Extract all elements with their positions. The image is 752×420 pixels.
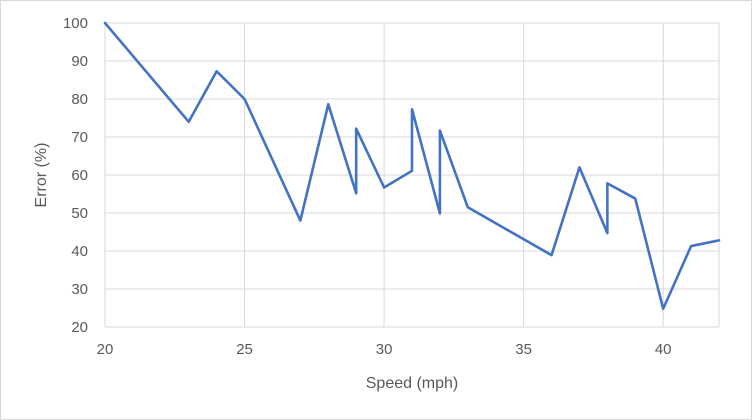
y-tick-label: 100 <box>63 15 88 32</box>
x-tick-labels: 20 25 30 35 40 <box>97 341 672 358</box>
series-line <box>103 21 721 311</box>
y-tick-label: 70 <box>71 129 88 146</box>
y-gridlines <box>105 22 719 328</box>
y-tick-label: 60 <box>71 167 88 184</box>
x-tick-label: 40 <box>655 341 672 358</box>
series-group <box>103 21 721 311</box>
y-tick-label: 50 <box>71 205 88 222</box>
y-tick-label: 40 <box>71 243 88 260</box>
x-tick-label: 30 <box>376 341 393 358</box>
y-tick-label: 90 <box>71 53 88 70</box>
y-tick-label: 20 <box>71 319 88 336</box>
x-tick-label: 20 <box>97 341 114 358</box>
x-tick-label: 25 <box>236 341 253 358</box>
y-tick-label: 30 <box>71 281 88 298</box>
x-tick-label: 35 <box>515 341 532 358</box>
y-tick-label: 80 <box>71 91 88 108</box>
y-axis-title: Error (%) <box>33 143 50 208</box>
x-axis-title: Speed (mph) <box>366 375 459 392</box>
x-gridlines <box>104 23 720 327</box>
y-tick-labels: 20 30 40 50 60 70 80 90 100 <box>63 15 88 336</box>
